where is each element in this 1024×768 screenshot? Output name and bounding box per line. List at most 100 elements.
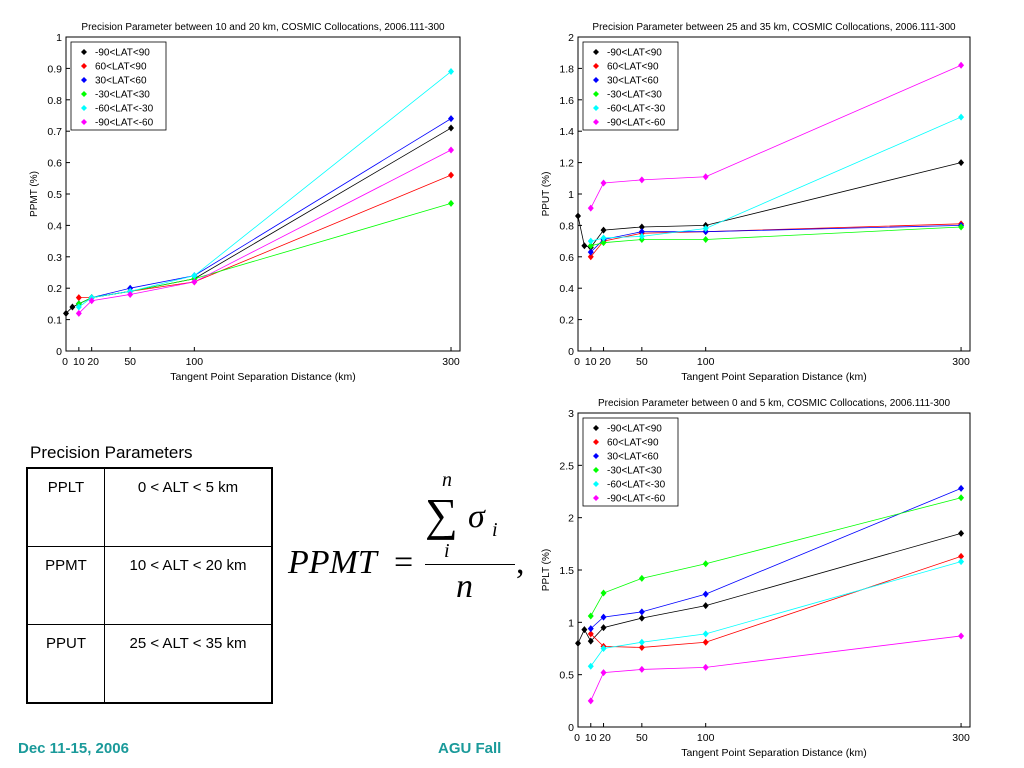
data-point [702,173,709,181]
legend-entry: 30<LAT<60 [607,76,659,87]
data-point [638,643,645,651]
footer-date: Dec 11-15, 2006 [18,740,129,757]
legend-entry: -30<LAT<30 [607,90,662,101]
y-tick-label: 0 [56,346,62,358]
table-row: PPLT 0 < ALT < 5 km [26,467,273,547]
y-tick-label: 0.2 [559,315,574,327]
x-tick-label: 300 [952,732,970,744]
legend-marker [81,119,87,125]
data-point [600,179,607,187]
y-tick-label: 0.4 [47,220,62,232]
data-point [702,630,709,638]
x-axis-label: Tangent Point Separation Distance (km) [681,747,867,759]
data-point [638,614,645,622]
legend-marker [593,453,599,459]
data-point [638,176,645,184]
data-point [702,236,709,244]
y-tick-label: 1.6 [559,95,574,107]
data-point [958,558,965,566]
legend-entry: -90<LAT<-60 [607,494,666,505]
chart-3: Precision Parameter between 0 and 5 km, … [541,398,971,759]
formula-comma: , [516,544,525,581]
x-tick-label: 0 [574,732,580,744]
x-tick-label: 20 [87,356,99,368]
legend-entry: 60<LAT<90 [95,62,147,73]
y-axis-label: PPMT (%) [29,171,40,217]
ppmt-formula: PPMT = n ∑ σ i i n , [288,470,528,604]
y-tick-label: 0.4 [559,283,574,295]
legend-entry: 60<LAT<90 [607,62,659,73]
legend-marker [81,63,87,69]
legend-entry: -60<LAT<-30 [607,104,666,115]
x-tick-label: 0 [62,356,68,368]
data-point [638,665,645,673]
legend: -90<LAT<90 60<LAT<90 30<LAT<60 -30<LAT<30 -6… [582,41,679,131]
x-tick-label: 10 [585,732,597,744]
data-point [127,290,134,298]
fraction-bar [425,564,515,565]
y-tick-label: 1.8 [559,63,574,75]
x-tick-label: 20 [599,356,611,368]
y-tick-label: 1.2 [559,158,574,170]
data-point [191,272,198,280]
y-tick-label: 0.6 [47,158,62,170]
y-tick-label: 1 [568,189,574,201]
legend-entry: -90<LAT<90 [607,424,662,435]
chart-title: Precision Parameter between 10 and 20 km… [81,22,445,33]
data-point [581,626,588,634]
sigma-sub: i [492,519,498,541]
legend-entry: 60<LAT<90 [607,438,659,449]
formula-lhs: PPMT [288,544,377,581]
data-point [75,309,82,317]
data-point [702,602,709,610]
data-point [600,226,607,234]
data-point [600,669,607,677]
data-point [600,239,607,247]
legend: -90<LAT<90 60<LAT<90 30<LAT<60 -30<LAT<30 -6… [70,41,167,131]
data-point [587,697,594,705]
data-point [638,228,645,236]
data-point [958,484,965,492]
data-point [702,590,709,598]
data-point [448,171,455,179]
legend-entry: -30<LAT<30 [607,466,662,477]
x-tick-label: 100 [697,732,715,744]
data-point [587,637,594,645]
x-tick-label: 10 [585,356,597,368]
legend-marker [81,105,87,111]
data-point [600,234,607,242]
legend-marker [593,119,599,125]
y-tick-label: 0.5 [47,189,62,201]
legend-entry: -60<LAT<-30 [95,104,154,115]
data-point [587,253,594,261]
legend-marker [593,77,599,83]
x-tick-label: 300 [952,356,970,368]
chart-2: Precision Parameter between 25 and 35 km… [541,22,971,383]
legend-entry: -90<LAT<-60 [607,118,666,129]
x-tick-label: 300 [442,356,460,368]
data-point [587,662,594,670]
y-tick-label: 1 [568,617,574,629]
chart-title: Precision Parameter between 25 and 35 km… [592,22,956,33]
denominator: n [456,568,473,605]
data-point [702,663,709,671]
data-point [75,303,82,311]
data-point [88,297,95,305]
x-tick-label: 0 [574,356,580,368]
data-point [63,309,69,317]
data-point [587,248,594,256]
data-point [191,278,198,286]
param-name: PPMT [26,546,105,625]
data-point [448,124,455,132]
data-point [638,574,645,582]
y-tick-label: 0.3 [47,252,62,264]
data-point [600,624,607,632]
data-point [600,613,607,621]
data-point [638,638,645,646]
x-tick-label: 50 [636,732,648,744]
data-point [958,223,965,231]
legend-marker [81,49,87,55]
y-tick-label: 2 [568,513,574,525]
legend-entry: -90<LAT<-60 [95,118,154,129]
